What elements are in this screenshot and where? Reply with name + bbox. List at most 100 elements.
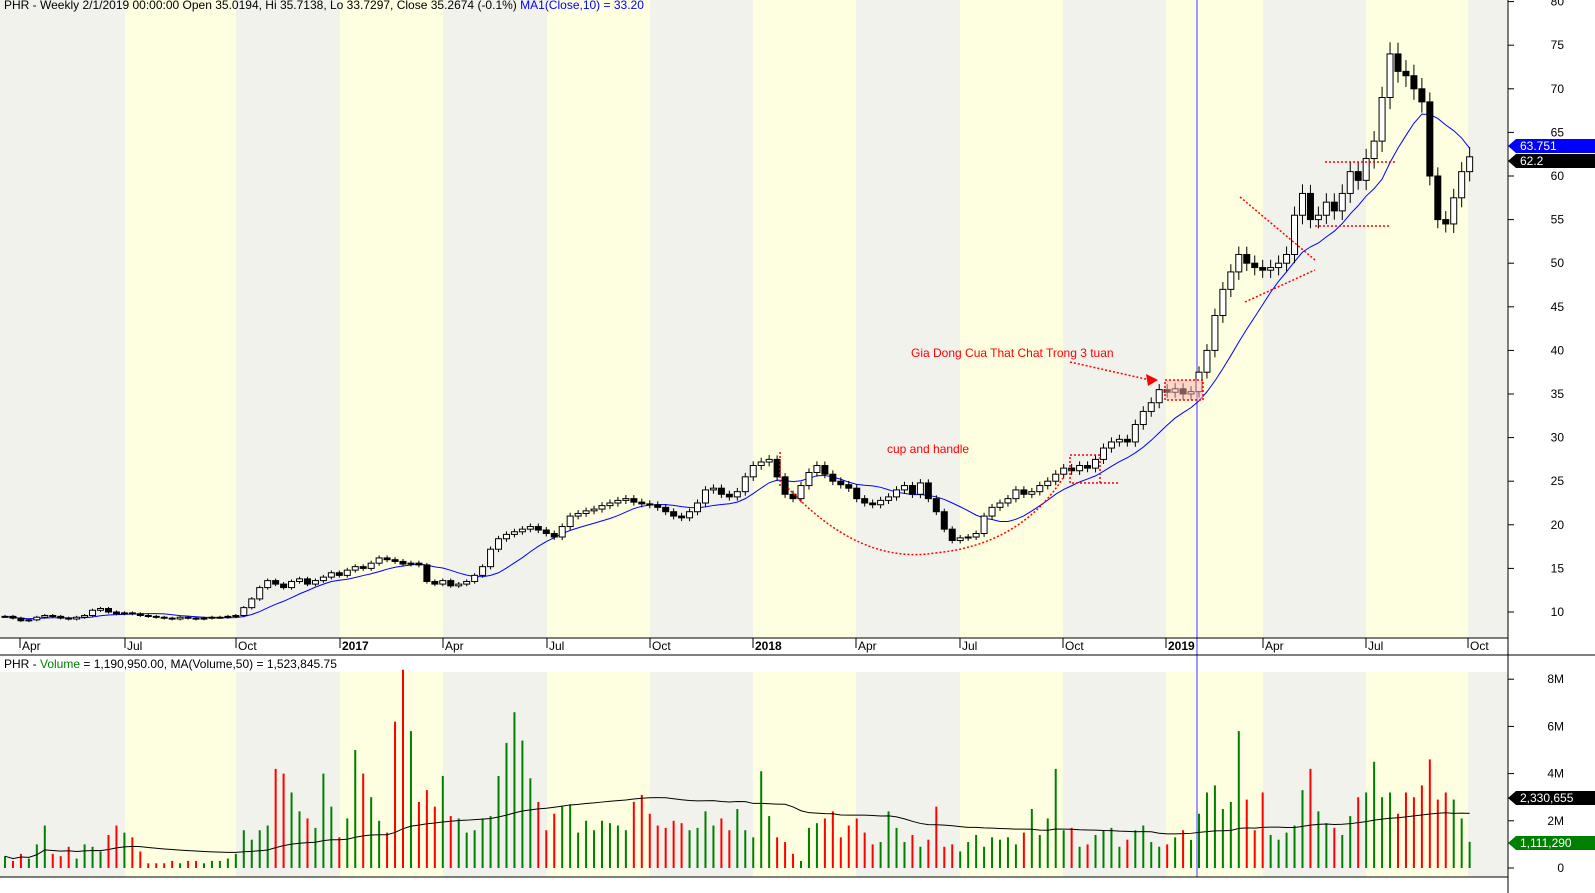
volume-bar — [449, 816, 452, 868]
candle-body — [1107, 441, 1115, 449]
candle-body — [542, 529, 550, 535]
candle-body — [1346, 171, 1354, 194]
tight-box — [1164, 379, 1204, 401]
volume-bar — [911, 834, 914, 868]
volume-bar — [91, 846, 94, 868]
band — [0, 672, 125, 877]
volume-bar — [306, 818, 309, 868]
candle-body — [869, 502, 877, 506]
band — [1063, 0, 1166, 638]
y-tick-label: 60 — [1551, 169, 1565, 183]
candle-body — [280, 583, 288, 589]
volume-last-label: 1,111,290 — [1520, 836, 1572, 850]
candle-body — [940, 511, 948, 530]
volume-bar — [545, 830, 548, 868]
candle-body — [447, 580, 455, 587]
volume-bar — [1412, 797, 1415, 868]
candle-body — [89, 609, 97, 616]
volume-bar — [290, 792, 293, 868]
candle-body — [1099, 447, 1107, 460]
band — [856, 672, 960, 877]
candle-body — [9, 615, 17, 619]
candle-body — [709, 487, 717, 491]
volume-bar — [1142, 825, 1145, 868]
volume-bar — [903, 842, 906, 868]
volume-bar — [871, 844, 874, 868]
y-tick-label: 80 — [1551, 0, 1565, 9]
candle-body — [224, 615, 232, 618]
volume-ma-line — [4, 797, 1470, 860]
volume-last-label-box — [1516, 836, 1595, 850]
candle-body — [296, 578, 304, 582]
volume-bar — [1317, 811, 1320, 868]
volume-bar — [823, 818, 826, 868]
volume-bar — [234, 853, 237, 868]
band — [1468, 0, 1508, 638]
volume-bar — [187, 860, 190, 868]
cup-curve — [787, 477, 1064, 556]
volume-bar — [847, 825, 850, 868]
volume-bar — [1229, 801, 1232, 868]
volume-ma-last-label: 2,330,655 — [1520, 791, 1574, 805]
candle-body — [1338, 192, 1346, 212]
candle-body — [1084, 465, 1092, 469]
candle-body — [184, 616, 192, 619]
candle-body — [964, 536, 972, 539]
volume-bar — [1030, 809, 1033, 868]
candle-body — [526, 526, 534, 530]
volume-bar — [83, 844, 86, 868]
x-tick-label: Jul — [962, 639, 977, 653]
volume-bar — [163, 863, 166, 868]
candle-body — [773, 458, 781, 478]
volume-bar — [1269, 834, 1272, 868]
candle-body — [81, 614, 89, 618]
volume-bar — [362, 773, 365, 868]
volume-bar — [975, 834, 978, 868]
candle-body — [1123, 438, 1131, 443]
candle-body — [1330, 201, 1338, 212]
volume-bar — [513, 712, 516, 868]
volume-bar — [1277, 839, 1280, 868]
candle-body — [303, 578, 311, 585]
price-header: PHR - Weekly 2/1/2019 00:00:00 Open 35.0… — [4, 0, 644, 12]
volume-bar — [1078, 846, 1081, 868]
candle-body — [1283, 253, 1291, 264]
y-tick-label: 15 — [1551, 561, 1565, 575]
candle-body — [1434, 175, 1442, 221]
price-last-label-box — [1516, 154, 1595, 168]
volume-bar — [59, 856, 62, 868]
volume-bar — [1006, 837, 1009, 868]
band — [960, 672, 1063, 877]
band — [753, 672, 856, 877]
candle-body — [431, 580, 439, 585]
candle-body — [924, 482, 932, 500]
volume-bar — [879, 842, 882, 868]
candle-body — [17, 617, 25, 622]
candle-body — [1466, 156, 1474, 173]
band — [650, 0, 753, 638]
volume-bar — [489, 816, 492, 868]
x-tick-label: Jul — [1368, 639, 1383, 653]
volume-bar — [919, 846, 922, 868]
candle-body — [1306, 192, 1314, 221]
volume-bar — [1341, 834, 1344, 868]
candle-body — [893, 489, 901, 498]
price-last-label-pointer — [1508, 154, 1516, 168]
volume-bar — [967, 842, 970, 868]
band — [650, 672, 753, 877]
candle-body — [1044, 480, 1052, 487]
arrow-head-icon — [1146, 374, 1158, 386]
volume-bar — [1365, 792, 1368, 868]
volume-bar — [1022, 832, 1025, 868]
volume-bar — [1221, 809, 1224, 868]
candle-body — [972, 533, 980, 538]
candle-body — [574, 512, 582, 517]
candle-body — [415, 562, 423, 566]
x-axis: Apr Jul Oct 2017 Apr Jul Oct 2018 Apr Jul Oct 2019 A… — [19, 638, 1489, 653]
volume-bar — [27, 858, 30, 868]
volume-bar — [314, 827, 317, 868]
candle-body — [518, 528, 526, 533]
volume-bar — [417, 801, 420, 868]
x-tick-label: Oct — [652, 639, 671, 653]
